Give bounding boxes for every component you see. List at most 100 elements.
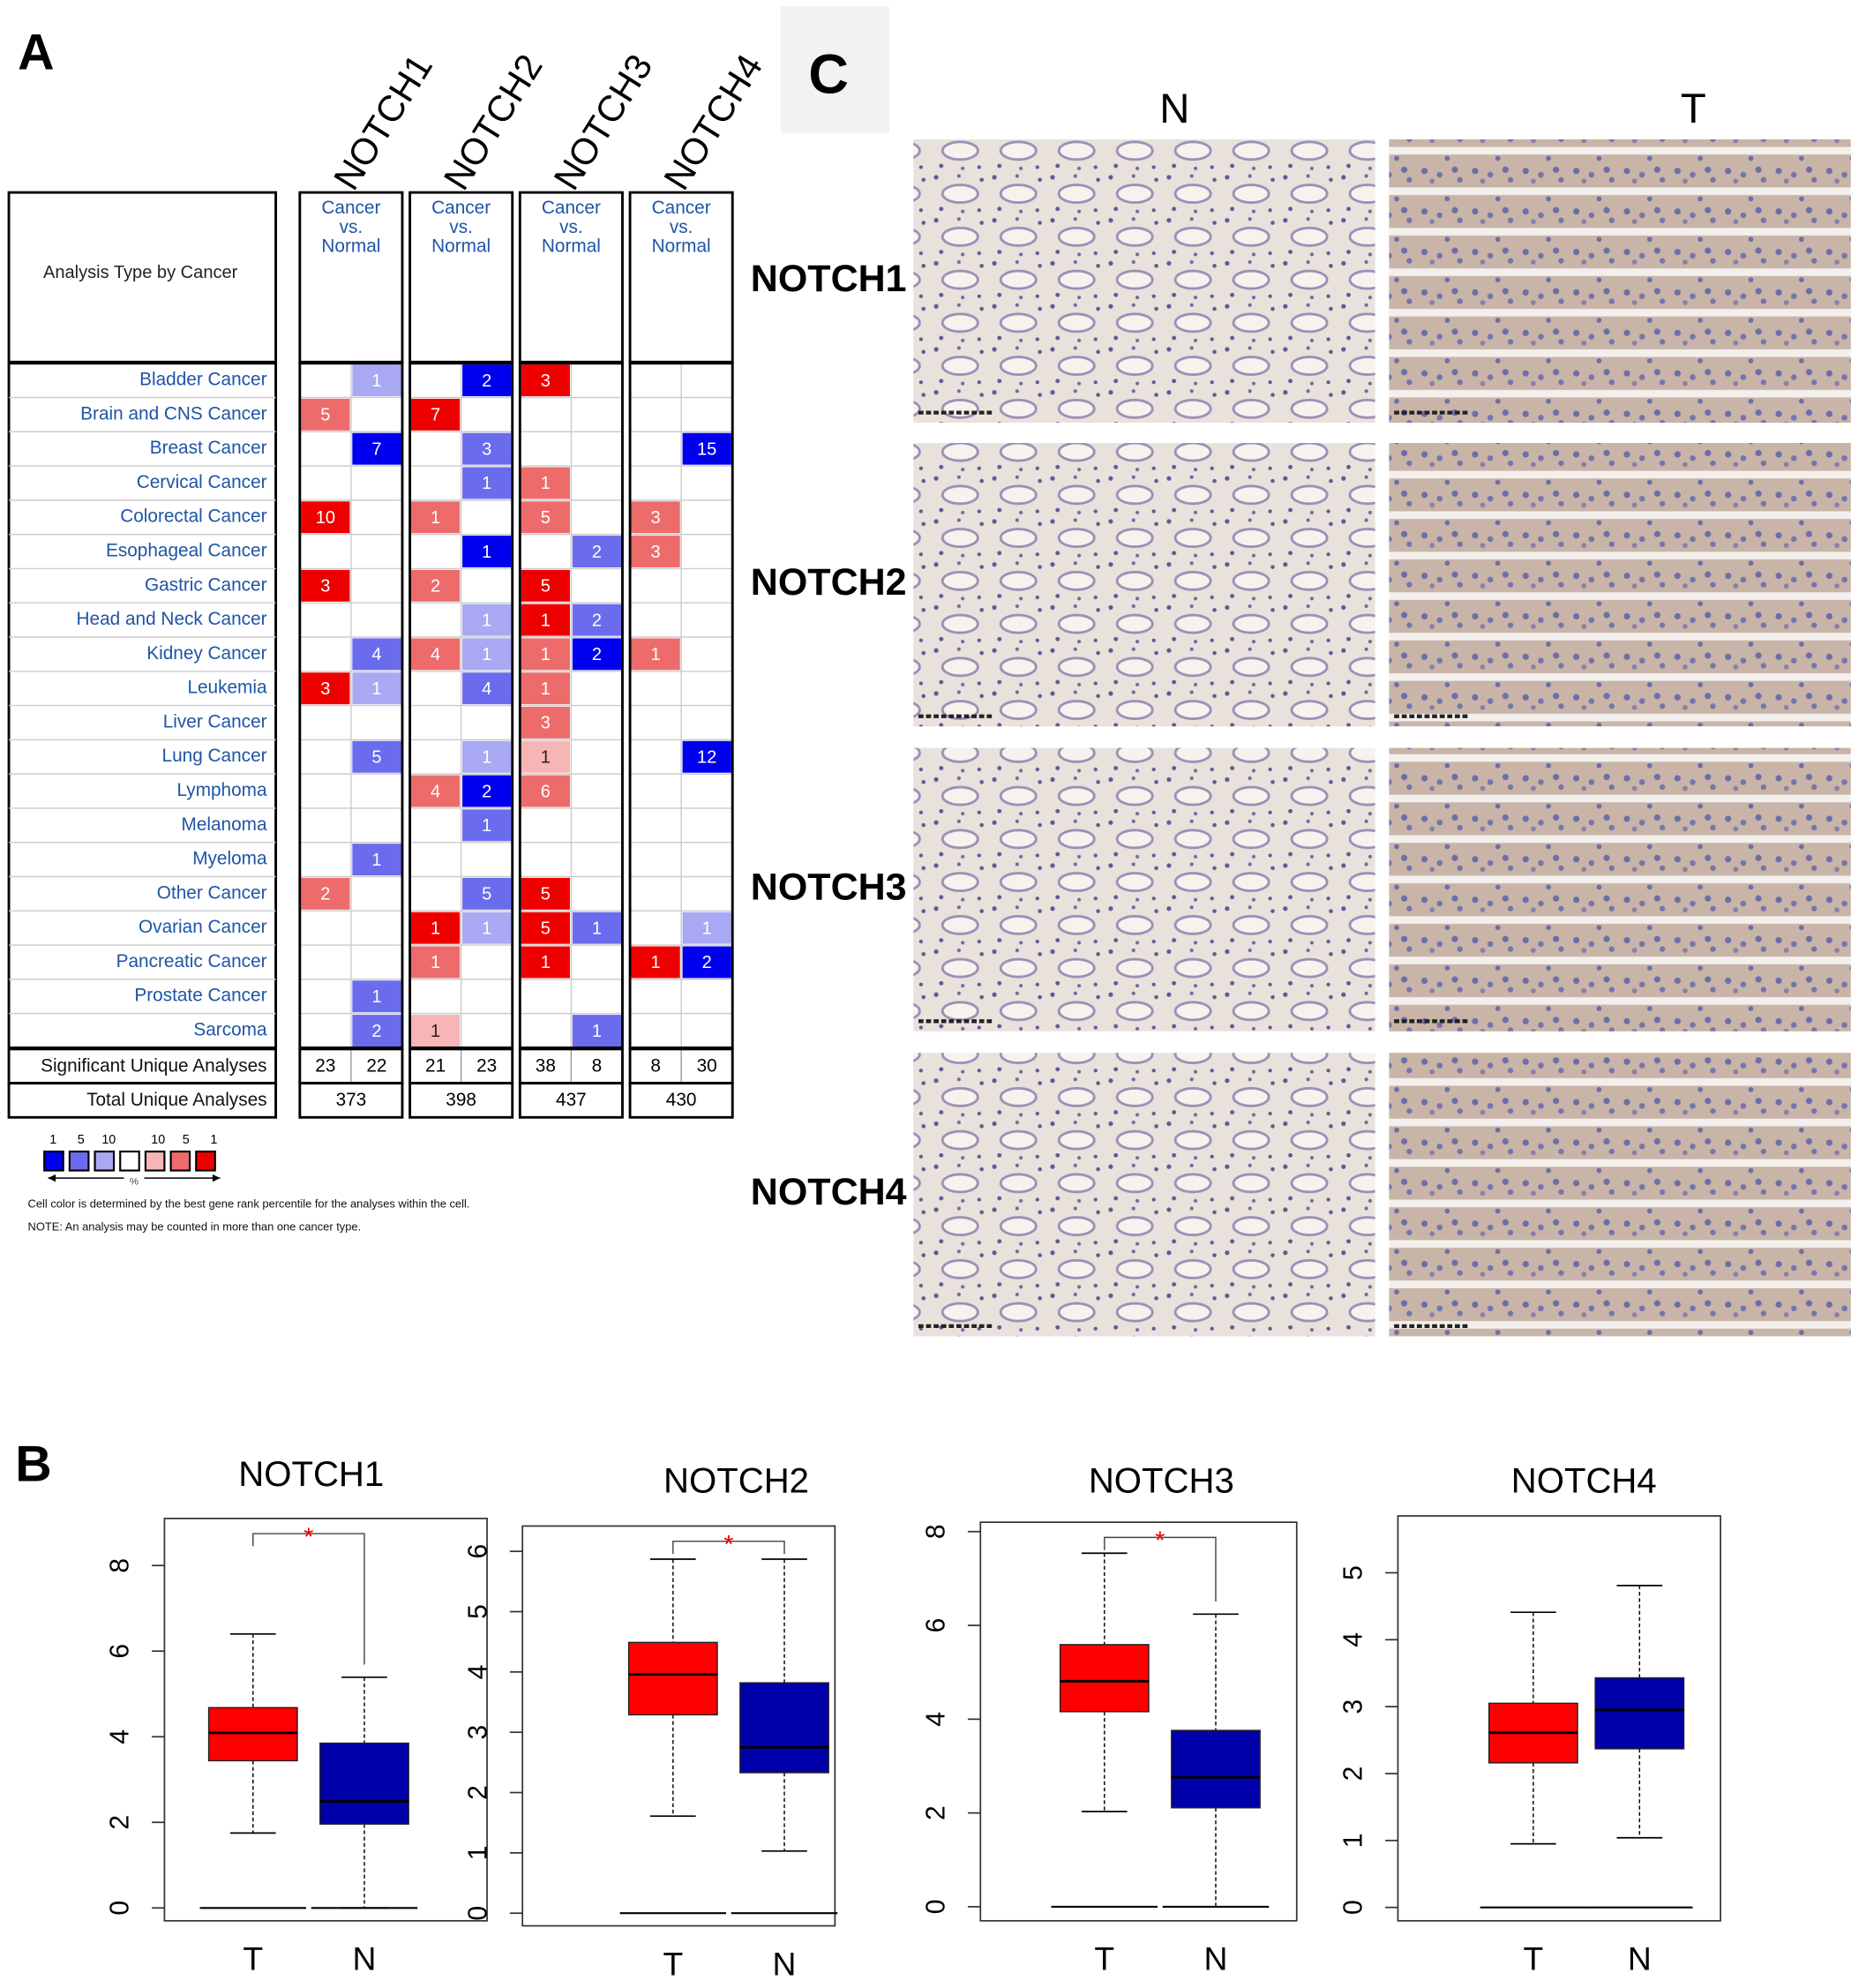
column-label: T — [1681, 86, 1706, 132]
cell-value: 4 — [431, 782, 440, 801]
significance-bracket — [672, 1540, 785, 1554]
cell-value: 2 — [702, 953, 712, 972]
significance-bracket — [252, 1533, 365, 1665]
cell-value: 1 — [482, 543, 491, 562]
legend-label: 10 — [101, 1133, 116, 1147]
cell-value: 2 — [592, 611, 602, 630]
cell-value: 1 — [702, 919, 712, 938]
cell-value: 1 — [541, 747, 551, 767]
y-tick-label: 8 — [921, 1524, 950, 1539]
heat-cell — [462, 638, 512, 671]
y-tick-label: 0 — [106, 1901, 135, 1916]
heat-cell — [411, 398, 461, 431]
cell-value: 1 — [651, 953, 661, 972]
heat-cell — [521, 501, 570, 534]
cancer-label: Gastric Cancer — [145, 574, 267, 595]
heat-cell — [462, 911, 512, 944]
panel-label: A — [18, 24, 54, 80]
heat-cell — [521, 604, 570, 636]
x-tick-label: T — [1094, 1940, 1114, 1977]
heat-cell — [521, 740, 570, 773]
heat-cell — [572, 604, 622, 636]
gene-label: NOTCH3 — [545, 47, 660, 197]
heat-cell — [521, 467, 570, 499]
cell-value: 2 — [592, 645, 602, 664]
ihc-image — [913, 139, 1375, 424]
heat-cell — [301, 672, 350, 705]
sig-value: 23 — [476, 1055, 497, 1076]
column-header: vs. — [449, 217, 473, 237]
column-header: Normal — [652, 236, 711, 256]
heat-cell — [462, 604, 512, 636]
ihc-image — [913, 1053, 1375, 1337]
cell-value: 1 — [592, 1022, 602, 1041]
y-tick-label: 6 — [463, 1544, 492, 1559]
gene-label: NOTCH1 — [326, 47, 440, 197]
cell-value: 1 — [431, 508, 440, 528]
x-tick-label: T — [243, 1940, 263, 1977]
y-tick-label: 5 — [1339, 1565, 1368, 1580]
cell-value: 1 — [371, 987, 381, 1007]
heat-cell — [411, 946, 461, 979]
legend-label: 1 — [210, 1133, 217, 1147]
heat-cell — [352, 1015, 401, 1047]
cell-value: 1 — [482, 474, 491, 493]
cell-value: 1 — [651, 645, 661, 664]
panel-label: B — [15, 1437, 51, 1493]
heat-cell — [411, 638, 461, 671]
cell-value: 1 — [541, 679, 551, 699]
cell-value: 1 — [541, 953, 551, 972]
sig-value: 8 — [650, 1055, 661, 1076]
total-value: 373 — [336, 1090, 367, 1110]
heat-cell — [572, 638, 622, 671]
column-header: vs. — [340, 217, 363, 237]
cell-value: 1 — [431, 1022, 440, 1041]
box — [319, 1742, 409, 1825]
significance: * — [723, 1531, 733, 1559]
heat-cell — [462, 775, 512, 807]
heat-cell — [521, 946, 570, 979]
column-header: Cancer — [542, 198, 601, 218]
note: Cell color is determined by the best gen… — [28, 1197, 470, 1211]
heat-cell — [572, 1015, 622, 1047]
heat-cell — [301, 877, 350, 910]
heat-cell — [462, 364, 512, 397]
heat-cell — [631, 946, 680, 979]
y-tick-label: 2 — [1339, 1767, 1368, 1782]
cancer-label: Kidney Cancer — [146, 643, 266, 664]
plot-frame — [1397, 1515, 1721, 1922]
sig-value: 22 — [366, 1055, 386, 1076]
cell-value: 2 — [371, 1022, 381, 1041]
heat-cell — [352, 364, 401, 397]
cell-value: 5 — [371, 747, 381, 767]
heat-cell — [521, 364, 570, 397]
box — [1059, 1644, 1150, 1713]
legend-label: 10 — [151, 1133, 165, 1147]
heat-cell — [682, 432, 731, 465]
heat-cell — [301, 501, 350, 534]
chart-title: NOTCH2 — [663, 1460, 809, 1500]
cell-value: 2 — [482, 371, 491, 391]
legend-arrowhead — [212, 1174, 221, 1182]
y-tick-label: 6 — [106, 1644, 135, 1659]
cell-value: 12 — [697, 747, 716, 767]
y-tick-label: 3 — [1339, 1699, 1368, 1714]
cell-value: 1 — [541, 474, 551, 493]
y-tick-label: 6 — [921, 1618, 950, 1633]
heat-cell — [352, 740, 401, 773]
cell-value: 3 — [320, 679, 330, 699]
heat-cell — [411, 569, 461, 602]
heat-cell — [411, 911, 461, 944]
gene-total-box — [628, 1082, 734, 1119]
heat-cell — [462, 740, 512, 773]
plot-frame — [163, 1517, 488, 1922]
legend-unit: % — [130, 1176, 139, 1187]
total-label: Total Unique Analyses — [86, 1090, 266, 1110]
heat-cell — [462, 432, 512, 465]
heat-cell — [352, 638, 401, 671]
column-header: Cancer — [321, 198, 380, 218]
y-tick-label: 4 — [106, 1729, 135, 1744]
heat-cell — [352, 672, 401, 705]
box — [627, 1641, 718, 1716]
cell-value: 6 — [541, 782, 551, 801]
